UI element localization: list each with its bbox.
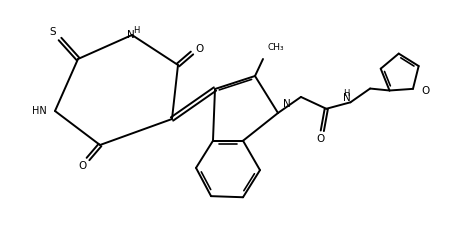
Text: O: O (78, 161, 86, 171)
Text: O: O (316, 134, 325, 144)
Text: H: H (343, 89, 350, 98)
Text: O: O (196, 44, 204, 54)
Text: S: S (50, 27, 56, 37)
Text: N: N (283, 99, 291, 109)
Text: N: N (343, 93, 350, 103)
Text: N: N (127, 30, 135, 40)
Text: O: O (421, 86, 429, 96)
Text: H: H (133, 26, 139, 34)
Text: CH₃: CH₃ (268, 43, 285, 52)
Text: HN: HN (32, 106, 47, 116)
